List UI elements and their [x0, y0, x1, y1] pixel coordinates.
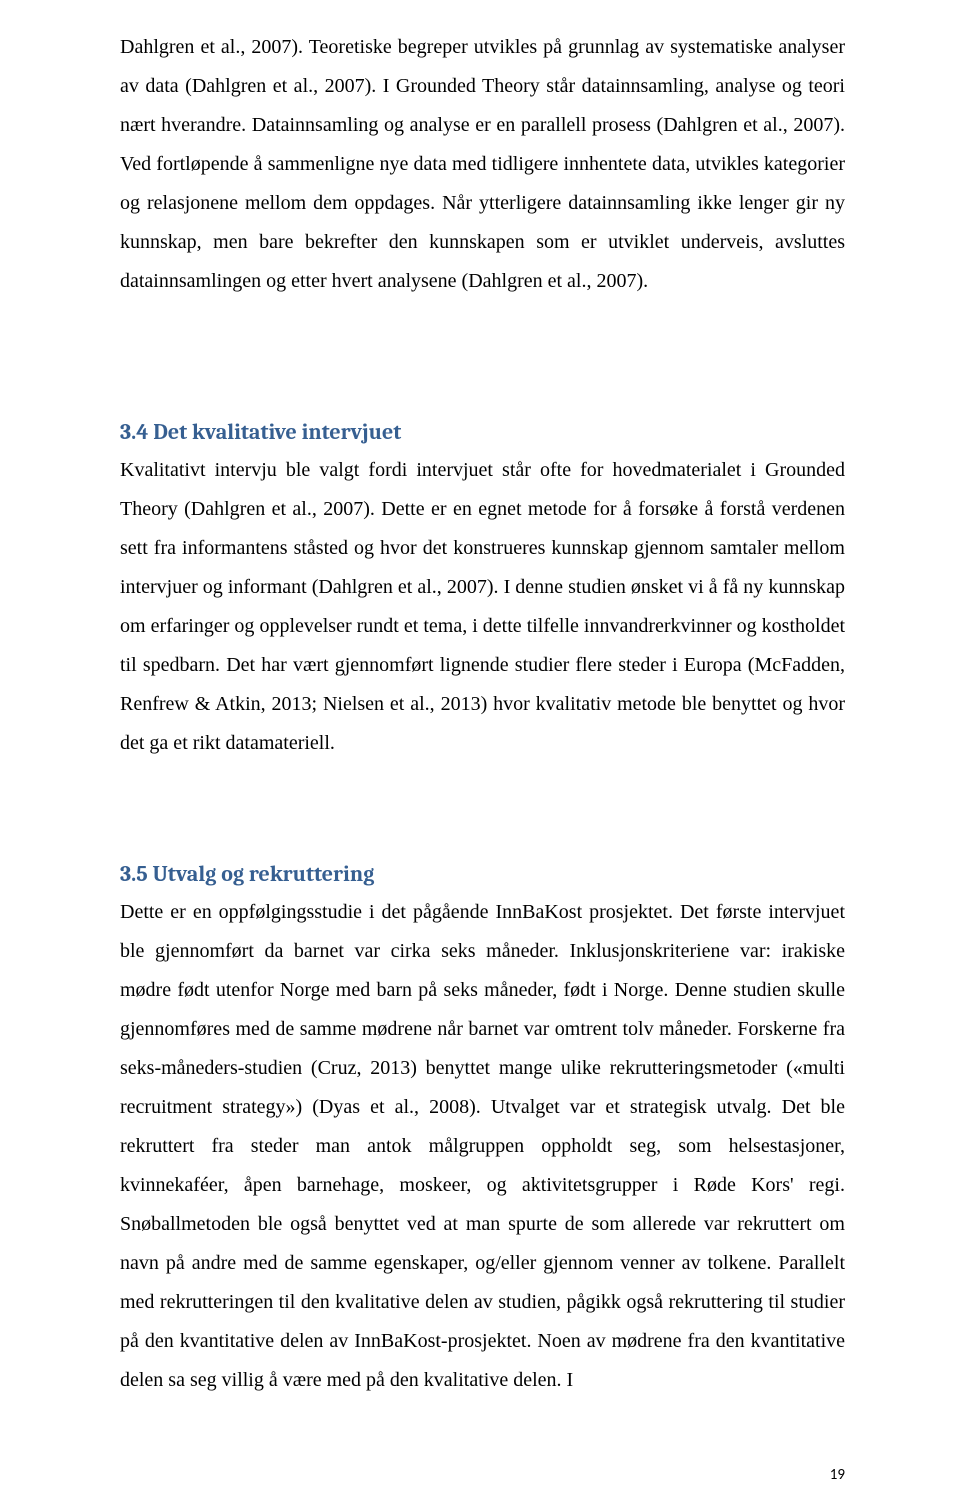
section-spacing: [120, 301, 845, 419]
page-number: 19: [830, 1466, 845, 1484]
section-spacing: [120, 763, 845, 861]
section-heading-kvalitative-intervjuet: 3.4 Det kvalitative intervjuet: [120, 419, 845, 445]
section-heading-utvalg-rekruttering: 3.5 Utvalg og rekruttering: [120, 861, 845, 887]
body-paragraph: Dette er en oppfølgingsstudie i det pågå…: [120, 893, 845, 1400]
body-paragraph: Kvalitativt intervju ble valgt fordi int…: [120, 451, 845, 763]
body-paragraph: Dahlgren et al., 2007). Teoretiske begre…: [120, 28, 845, 301]
